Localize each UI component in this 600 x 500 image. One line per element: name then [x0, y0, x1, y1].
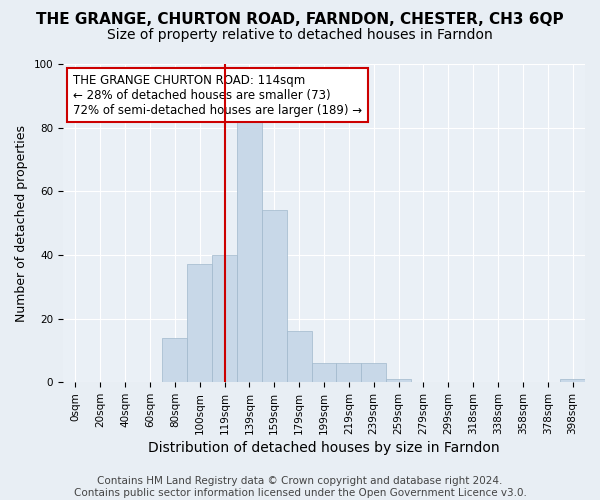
- Text: Contains HM Land Registry data © Crown copyright and database right 2024.
Contai: Contains HM Land Registry data © Crown c…: [74, 476, 526, 498]
- Bar: [212, 255, 237, 382]
- Y-axis label: Number of detached properties: Number of detached properties: [15, 124, 28, 322]
- Bar: [386, 379, 411, 382]
- Bar: [262, 210, 287, 382]
- Text: THE GRANGE, CHURTON ROAD, FARNDON, CHESTER, CH3 6QP: THE GRANGE, CHURTON ROAD, FARNDON, CHEST…: [36, 12, 564, 28]
- Bar: [361, 363, 386, 382]
- X-axis label: Distribution of detached houses by size in Farndon: Distribution of detached houses by size …: [148, 441, 500, 455]
- Bar: [187, 264, 212, 382]
- Bar: [560, 379, 585, 382]
- Bar: [287, 332, 311, 382]
- Text: Size of property relative to detached houses in Farndon: Size of property relative to detached ho…: [107, 28, 493, 42]
- Bar: [237, 115, 262, 382]
- Bar: [337, 363, 361, 382]
- Bar: [163, 338, 187, 382]
- Text: THE GRANGE CHURTON ROAD: 114sqm
← 28% of detached houses are smaller (73)
72% of: THE GRANGE CHURTON ROAD: 114sqm ← 28% of…: [73, 74, 362, 116]
- Bar: [311, 363, 337, 382]
